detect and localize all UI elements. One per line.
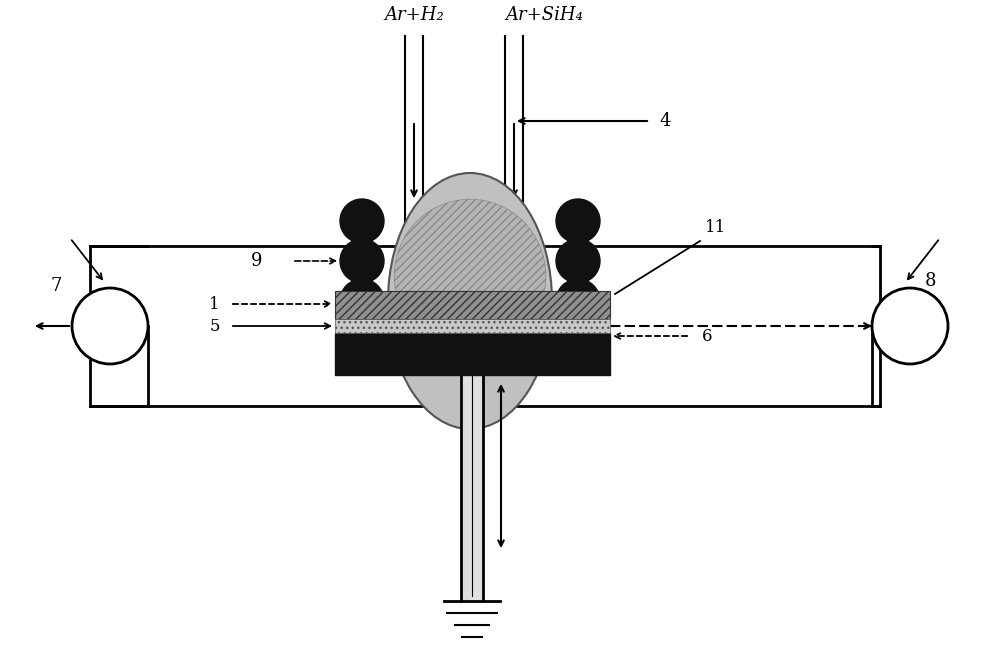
Circle shape (340, 239, 384, 283)
Text: 7: 7 (50, 277, 61, 295)
Text: 3: 3 (597, 307, 608, 325)
Text: 1: 1 (209, 295, 220, 312)
Circle shape (556, 199, 600, 243)
Text: ~: ~ (900, 314, 920, 338)
Text: 9: 9 (250, 252, 262, 270)
Ellipse shape (388, 173, 552, 429)
Bar (335, 333, 610, 375)
Bar (461, 351, 483, 601)
Text: 6: 6 (702, 327, 712, 344)
Bar (335, 319, 610, 333)
Text: 8: 8 (925, 272, 936, 290)
Circle shape (872, 288, 948, 364)
Circle shape (340, 319, 384, 363)
Text: 5: 5 (210, 318, 220, 335)
Circle shape (556, 239, 600, 283)
Circle shape (556, 279, 600, 323)
Circle shape (340, 279, 384, 323)
Circle shape (340, 199, 384, 243)
Bar (335, 291, 610, 319)
Text: Ar+SiH₄: Ar+SiH₄ (505, 6, 583, 24)
Text: Ar+H₂: Ar+H₂ (384, 6, 444, 24)
Circle shape (72, 288, 148, 364)
Text: 11: 11 (705, 219, 726, 236)
Ellipse shape (394, 199, 546, 353)
Text: 4: 4 (660, 112, 671, 130)
Circle shape (556, 319, 600, 363)
